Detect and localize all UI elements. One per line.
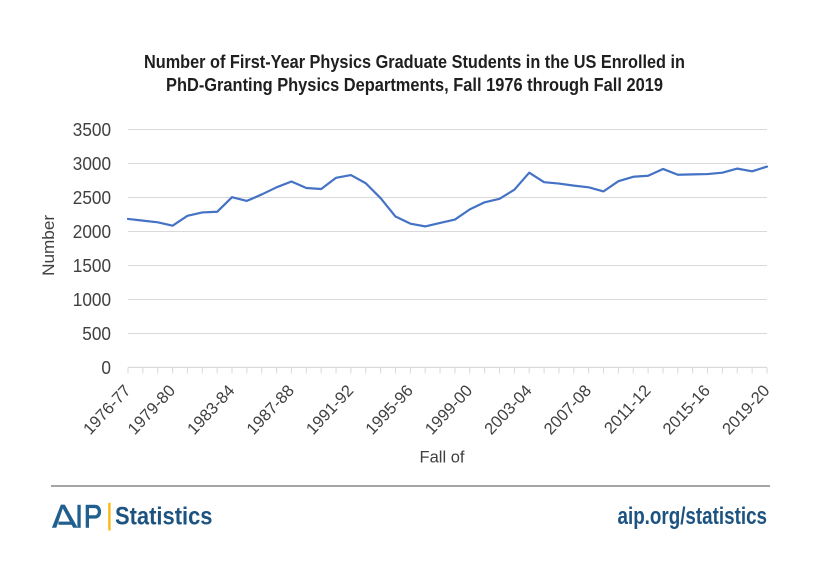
svg-text:Number of First-Year Physics G: Number of First-Year Physics Graduate St… — [144, 51, 685, 72]
svg-text:0: 0 — [101, 357, 111, 378]
svg-text:3000: 3000 — [73, 153, 111, 174]
svg-text:PhD-Granting Physics Departmen: PhD-Granting Physics Departments, Fall 1… — [166, 74, 663, 95]
svg-text:Fall of: Fall of — [420, 449, 465, 467]
svg-text:Number: Number — [39, 215, 58, 276]
svg-text:aip.org/statistics: aip.org/statistics — [618, 503, 768, 530]
svg-text:3500: 3500 — [73, 119, 111, 140]
svg-text:500: 500 — [82, 323, 111, 344]
svg-text:2500: 2500 — [73, 187, 111, 208]
svg-text:1000: 1000 — [73, 289, 111, 310]
svg-text:1500: 1500 — [73, 255, 111, 276]
svg-text:2000: 2000 — [73, 221, 111, 242]
svg-text:Statistics: Statistics — [115, 503, 213, 530]
